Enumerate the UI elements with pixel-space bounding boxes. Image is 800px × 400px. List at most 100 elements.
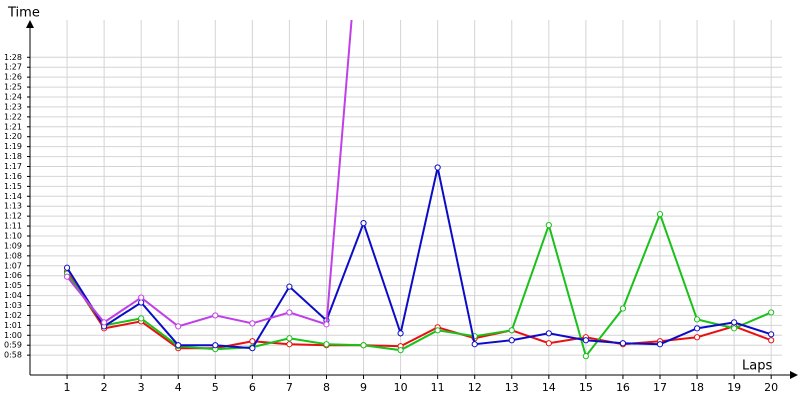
x-tick-label: 18 xyxy=(690,381,704,394)
data-point xyxy=(175,342,182,349)
data-point xyxy=(212,312,219,319)
data-point xyxy=(582,337,589,344)
y-tick-label: 1:09 xyxy=(4,241,22,250)
data-point xyxy=(397,347,404,354)
y-tick-label: 1:04 xyxy=(4,291,22,300)
data-point xyxy=(582,353,589,360)
data-point xyxy=(286,283,293,290)
plot-area xyxy=(63,20,775,360)
data-point xyxy=(286,335,293,342)
data-point xyxy=(63,264,71,271)
data-point xyxy=(768,309,775,316)
y-tick-label: 1:08 xyxy=(4,251,22,260)
data-point xyxy=(397,330,404,337)
y-tick-label: 1:18 xyxy=(4,152,22,161)
y-tick-label: 1:11 xyxy=(4,222,22,231)
data-point xyxy=(63,273,71,280)
y-tick-label: 1:13 xyxy=(4,202,22,211)
data-point xyxy=(731,319,738,326)
x-tick-label: 16 xyxy=(616,381,630,394)
data-point xyxy=(101,319,108,326)
y-axis-title: Time xyxy=(7,6,40,21)
y-tick-label: 1:19 xyxy=(4,142,22,151)
y-tick-label: 1:05 xyxy=(4,281,22,290)
y-tick-label: 1:27 xyxy=(4,63,22,72)
series-line xyxy=(66,167,772,350)
data-point xyxy=(508,337,515,344)
x-tick-label: 15 xyxy=(579,381,593,394)
x-tick-label: 19 xyxy=(727,381,741,394)
data-point xyxy=(249,338,256,345)
x-axis-title: Laps xyxy=(742,359,772,374)
data-point xyxy=(434,164,441,171)
y-tick-label: 0:58 xyxy=(4,351,22,360)
y-tick-label: 1:22 xyxy=(4,112,22,121)
data-point xyxy=(693,325,701,332)
data-point xyxy=(323,341,330,348)
y-tick-label: 1:17 xyxy=(4,162,22,171)
data-point xyxy=(731,325,738,332)
x-tick-label: 9 xyxy=(360,381,367,394)
data-point xyxy=(508,327,515,334)
x-tick-label: 13 xyxy=(505,381,519,394)
data-point xyxy=(249,320,256,327)
x-tick-label: 7 xyxy=(286,381,293,394)
y-tick-label: 1:12 xyxy=(4,212,22,221)
y-tick-label: 1:06 xyxy=(4,271,22,280)
data-point xyxy=(619,305,627,312)
y-tick-label: 1:20 xyxy=(4,132,22,141)
y-tick-label: 1:28 xyxy=(4,53,22,62)
y-tick-label: 1:21 xyxy=(4,122,22,131)
data-point xyxy=(768,331,775,338)
data-point xyxy=(175,323,182,330)
x-tick-label: 14 xyxy=(542,381,556,394)
data-point xyxy=(619,340,627,347)
y-tick-label: 1:25 xyxy=(4,83,22,92)
data-point xyxy=(768,337,775,344)
y-tick-label: 1:23 xyxy=(4,102,22,111)
data-point xyxy=(434,327,441,334)
data-point xyxy=(360,219,367,227)
x-tick-label: 5 xyxy=(212,381,219,394)
data-point xyxy=(545,330,552,337)
y-tick-label: 1:00 xyxy=(4,331,22,340)
x-tick-label: 3 xyxy=(138,381,145,394)
y-tick-label: 1:14 xyxy=(4,192,22,201)
data-point xyxy=(138,294,145,301)
data-point xyxy=(656,211,664,218)
series-line xyxy=(66,211,772,359)
data-point xyxy=(545,221,552,229)
y-tick-label: 1:03 xyxy=(4,301,22,310)
data-point xyxy=(656,341,664,348)
data-point xyxy=(360,342,367,349)
y-tick-label: 1:10 xyxy=(4,232,22,241)
data-point xyxy=(693,334,701,341)
x-tick-label: 17 xyxy=(653,381,667,394)
data-point xyxy=(471,341,478,348)
y-tick-label: 1:07 xyxy=(4,261,22,270)
x-axis-arrow xyxy=(790,371,798,379)
data-point xyxy=(249,345,256,352)
data-point xyxy=(323,321,330,328)
y-tick-label: 1:01 xyxy=(4,321,22,330)
data-point xyxy=(212,342,219,349)
data-point xyxy=(693,316,701,323)
y-axis-arrow xyxy=(26,20,34,28)
y-tick-label: 1:02 xyxy=(4,311,22,320)
series-line xyxy=(66,271,772,350)
x-tick-label: 10 xyxy=(394,381,408,394)
x-tick-label: 1 xyxy=(64,381,71,394)
x-tick-label: 8 xyxy=(323,381,330,394)
x-tick-label: 2 xyxy=(101,381,108,394)
x-tick-label: 12 xyxy=(468,381,482,394)
y-tick-label: 1:24 xyxy=(4,93,22,102)
y-tick-label: 0:59 xyxy=(4,341,22,350)
x-tick-label: 4 xyxy=(175,381,182,394)
data-point xyxy=(138,299,145,306)
data-point xyxy=(138,315,145,322)
y-tick-label: 1:26 xyxy=(4,73,22,82)
axes: Time Laps 0:580:591:001:011:021:031:041:… xyxy=(4,6,798,394)
data-point xyxy=(545,340,552,347)
x-tick-label: 20 xyxy=(764,381,778,394)
